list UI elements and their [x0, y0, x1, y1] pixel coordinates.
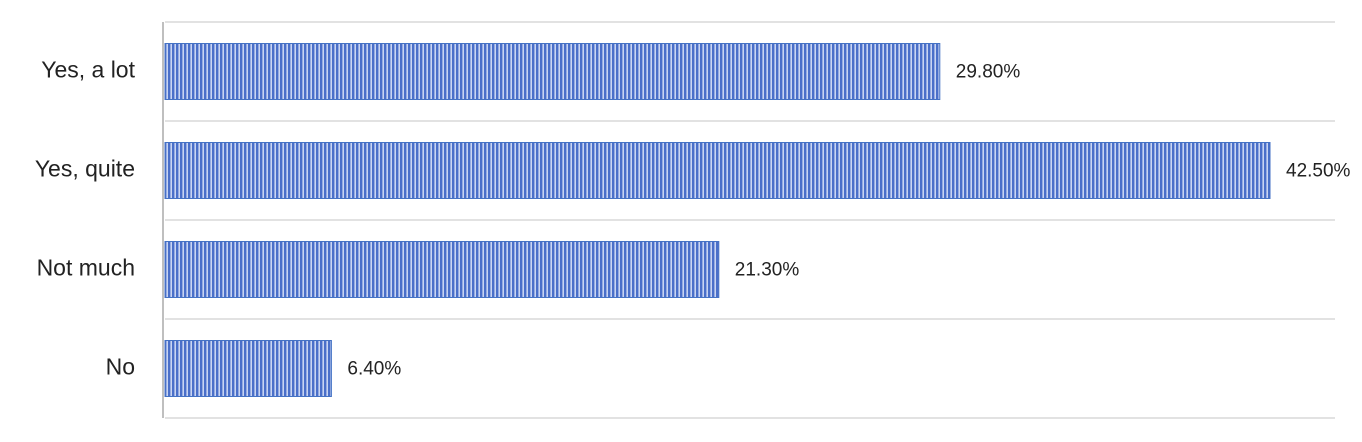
category-label: Yes, a lot — [41, 57, 135, 83]
value-label: 29.80% — [956, 62, 1021, 83]
value-label: 21.30% — [735, 260, 800, 281]
value-label: 6.40% — [347, 359, 401, 380]
category-label: Not much — [37, 255, 135, 281]
category-label: Yes, quite — [35, 156, 135, 182]
bar — [164, 43, 941, 100]
value-label: 42.50% — [1286, 161, 1351, 182]
category-label: No — [106, 354, 135, 380]
bar — [164, 340, 332, 397]
bar — [164, 142, 1271, 199]
bar — [164, 241, 720, 298]
